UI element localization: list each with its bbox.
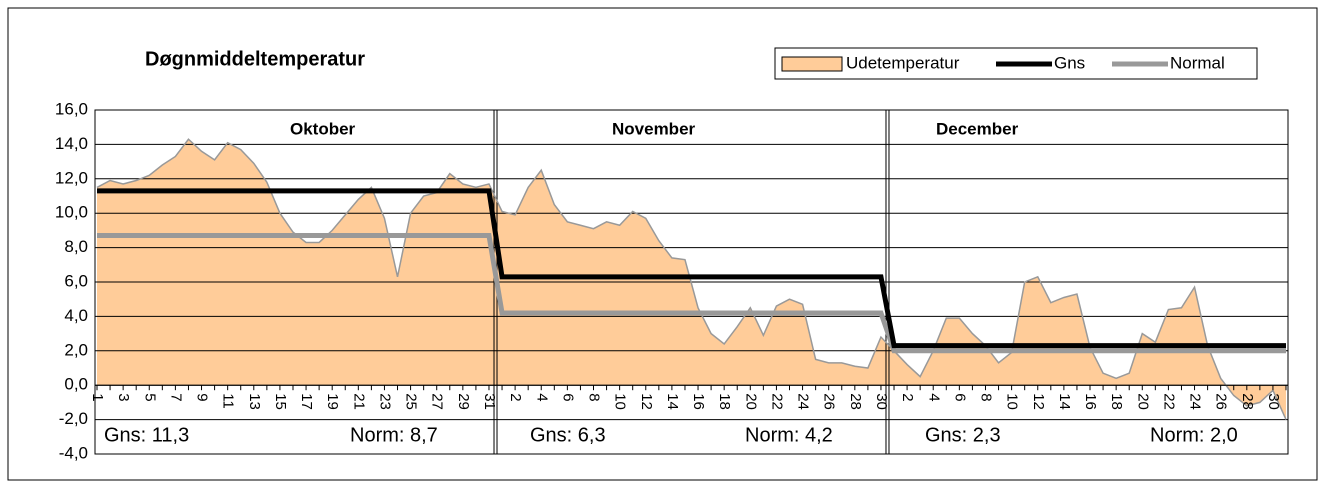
x-tick-label: 10 [612,393,629,410]
y-tick-label: 10,0 [55,203,88,222]
x-tick-label: 2 [507,393,524,401]
y-tick-label: 12,0 [55,168,88,187]
month-label: Oktober [290,119,356,138]
month-label: December [936,119,1019,138]
x-tick-label: 4 [533,393,550,401]
annotation: Norm: 8,7 [350,424,438,446]
x-tick-label: 24 [1187,393,1204,410]
x-tick-label: 30 [1265,393,1282,410]
y-tick-label: 14,0 [55,134,88,153]
legend-items: Udetemperatur Gns Normal [781,53,1225,72]
y-tick-label: 6,0 [64,271,88,290]
plot-border [94,109,1289,455]
x-tick-label: 15 [272,393,289,410]
x-tick-label: 6 [559,393,576,401]
legend-label: Gns [1054,53,1085,72]
x-tick-label: 22 [768,393,785,410]
y-tick-label: -2,0 [59,409,88,428]
x-tick-label: 12 [638,393,655,410]
x-tick-label: 5 [141,393,158,401]
x-tick-label: 18 [1108,393,1125,410]
x-tick-label: 7 [167,393,184,401]
annotation: Gns: 6,3 [530,424,606,446]
x-tick-label: 30 [873,393,890,410]
x-tick-label: 16 [690,393,707,410]
y-tick-label: 4,0 [64,306,88,325]
chart-title: Døgnmiddeltemperatur [145,48,365,70]
x-tick-label: 27 [429,393,446,410]
month-label: November [612,119,696,138]
x-tick-label: 3 [115,393,132,401]
x-tick-label: 20 [742,393,759,410]
x-tick-label: 14 [664,393,681,410]
annotation: Gns: 2,3 [925,424,1001,446]
x-tick-label: 14 [1056,393,1073,410]
annotation: Gns: 11,3 [104,424,189,446]
y-tick-label: 0,0 [64,375,88,394]
x-tick-label: 31 [481,393,498,410]
x-tick-label: 26 [821,393,838,410]
x-tick-label: 18 [716,393,733,410]
x-tick-label: 17 [298,393,315,410]
legend-label: Udetemperatur [846,53,960,72]
x-tick-label: 26 [1213,393,1230,410]
x-tick-label: 19 [324,393,341,410]
x-tick-label: 4 [925,393,942,401]
x-tick-label: 10 [1004,393,1021,410]
x-tick-label: 8 [586,393,603,401]
y-tick-label: 16,0 [55,99,88,118]
line [97,233,1286,354]
x-tick-label: 2 [899,393,916,401]
x-tick-label: 11 [220,393,237,409]
x-tick-label: 28 [847,393,864,410]
legend-swatch [781,56,843,72]
x-tick-label: 25 [403,393,420,410]
x-tick-label: 6 [951,393,968,401]
x-tick-label: 21 [350,393,367,410]
x-tick-label: 12 [1030,393,1047,410]
legend-label: Normal [1170,53,1225,72]
plot-area: -4,0 -2,0 0,0 2,0 4,0 6,0 8,0 10,0 12,0 14,0 16,0 1… [55,99,1289,462]
x-tick-label: 20 [1134,393,1151,410]
x-tick-label: 23 [376,393,393,410]
line [97,188,1286,349]
x-tick-label: 8 [978,393,995,401]
annotation: Norm: 2,0 [1150,424,1238,446]
annotation: Norm: 4,2 [745,424,833,446]
y-tick-label: 8,0 [64,237,88,256]
x-tick-label: 13 [246,393,263,410]
x-tick-label: 9 [194,393,211,401]
x-tick-label: 24 [795,393,812,410]
x-tick-label: 29 [455,393,472,410]
x-tick-label: 1 [89,393,106,401]
y-tick-label: 2,0 [64,340,88,359]
y-tick-label: -4,0 [59,443,88,462]
x-tick-label: 16 [1082,393,1099,410]
x-tick-label: 28 [1239,393,1256,410]
area-fill [97,139,1286,420]
x-tick-label: 22 [1160,393,1177,410]
